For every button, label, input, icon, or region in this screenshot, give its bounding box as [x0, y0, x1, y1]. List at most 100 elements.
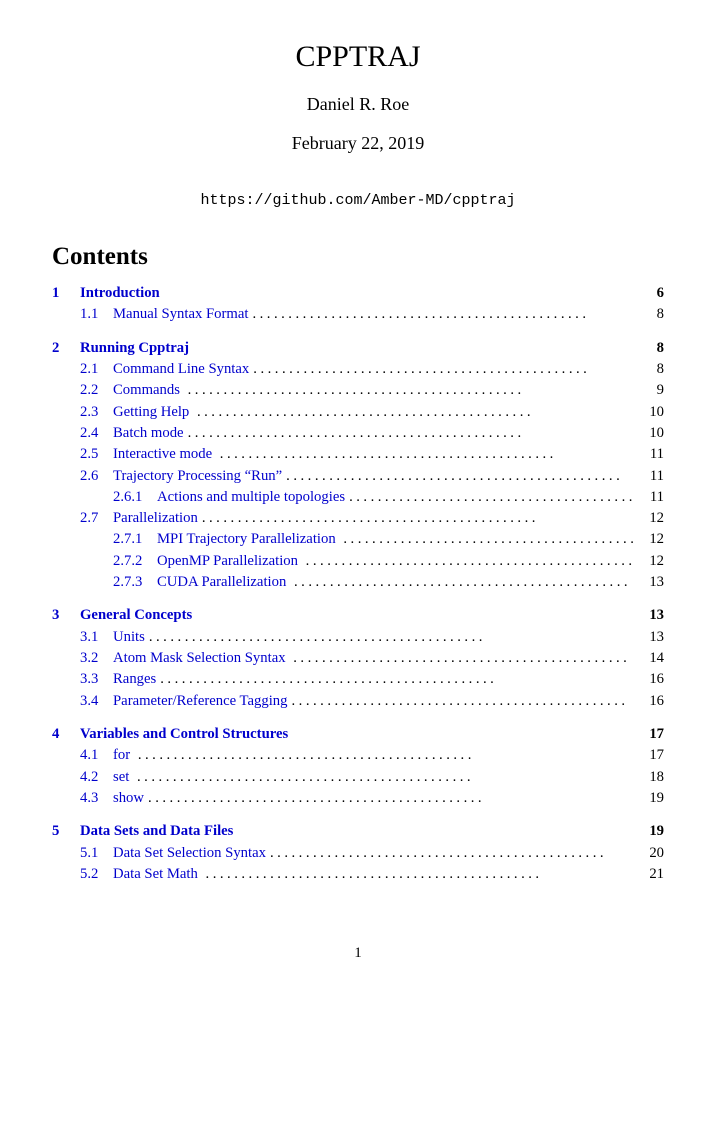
toc-page-number: 10 — [640, 423, 664, 444]
toc-page-number: 18 — [640, 767, 664, 788]
toc-page-number: 20 — [640, 843, 664, 864]
toc-chapter[interactable]: 4Variables and Control Structures17 — [52, 724, 664, 745]
toc-entry-label: Data Set Selection Syntax — [113, 843, 266, 864]
toc-entry-number: 2.7.3 — [113, 572, 157, 593]
toc-page-number: 11 — [640, 444, 664, 465]
toc-chapter-number: 5 — [52, 821, 80, 842]
toc-page-number: 8 — [640, 359, 664, 380]
toc-entry-number: 2.7 — [80, 508, 113, 529]
toc-subsection[interactable]: 2.7.2OpenMP Parallelization ............… — [52, 551, 664, 572]
toc-entry-number: 3.2 — [80, 648, 113, 669]
toc-entry-label: show — [113, 788, 144, 809]
toc-page-number: 19 — [640, 788, 664, 809]
toc-dots-leader: ........................................… — [184, 380, 636, 401]
toc-subsection[interactable]: 2.7.3CUDA Parallelization ..............… — [52, 572, 664, 593]
toc-section[interactable]: 2.3Getting Help ........................… — [52, 402, 664, 423]
toc-chapter-label: Introduction — [80, 283, 160, 304]
toc-dots-leader: ........................................… — [287, 691, 636, 712]
toc-dots-leader: ........................................… — [145, 627, 636, 648]
toc-entry-number: 4.1 — [80, 745, 113, 766]
toc-page-number: 17 — [640, 745, 664, 766]
toc-page-number: 12 — [640, 529, 664, 550]
toc-entry-number: 3.1 — [80, 627, 113, 648]
toc-dots-leader: ........................................… — [156, 669, 636, 690]
toc-chapter-number: 3 — [52, 605, 80, 626]
toc-section[interactable]: 2.5Interactive mode ....................… — [52, 444, 664, 465]
toc-dots-leader: ........................................… — [248, 304, 636, 325]
toc-entry-label: OpenMP Parallelization — [157, 551, 302, 572]
toc-chapter-label: General Concepts — [80, 605, 192, 626]
toc-section[interactable]: 3.4Parameter/Reference Tagging..........… — [52, 691, 664, 712]
toc-section[interactable]: 5.2Data Set Math .......................… — [52, 864, 664, 885]
toc-page-number: 13 — [640, 605, 664, 626]
toc-entry-number: 2.6 — [80, 466, 113, 487]
toc-section[interactable]: 3.2Atom Mask Selection Syntax ..........… — [52, 648, 664, 669]
toc-dots-leader: ........................................… — [134, 745, 636, 766]
toc-page-number: 17 — [640, 724, 664, 745]
toc-entry-number: 3.4 — [80, 691, 113, 712]
toc-entry-label: Parallelization — [113, 508, 198, 529]
toc-dots-leader: ........................................… — [184, 423, 636, 444]
toc-entry-label: Batch mode — [113, 423, 184, 444]
contents-heading: Contents — [52, 243, 664, 271]
toc-dots-leader: ........................................… — [302, 551, 636, 572]
toc-entry-number: 2.6.1 — [113, 487, 157, 508]
toc-entry-number: 2.1 — [80, 359, 113, 380]
toc-subsection[interactable]: 2.7.1MPI Trajectory Parallelization ....… — [52, 529, 664, 550]
toc-entry-label: Ranges — [113, 669, 156, 690]
toc-page-number: 21 — [640, 864, 664, 885]
toc-dots-leader: ........................................… — [193, 402, 636, 423]
toc-subsection[interactable]: 2.6.1Actions and multiple topologies....… — [52, 487, 664, 508]
toc-chapter[interactable]: 5Data Sets and Data Files19 — [52, 821, 664, 842]
toc-section[interactable]: 4.2set .................................… — [52, 767, 664, 788]
toc-dots-leader: ........................................… — [133, 767, 636, 788]
toc-dots-leader: ........................................… — [216, 444, 636, 465]
toc-chapter-number: 2 — [52, 338, 80, 359]
toc-section[interactable]: 2.6Trajectory Processing “Run”..........… — [52, 466, 664, 487]
toc-page-number: 12 — [640, 551, 664, 572]
document-page: CPPTRAJ Daniel R. Roe February 22, 2019 … — [0, 0, 716, 992]
document-title: CPPTRAJ — [52, 40, 664, 74]
toc-entry-label: Units — [113, 627, 145, 648]
toc-page-number: 16 — [640, 691, 664, 712]
toc-section[interactable]: 5.1Data Set Selection Syntax............… — [52, 843, 664, 864]
toc-chapter[interactable]: 3General Concepts 13 — [52, 605, 664, 626]
toc-page-number: 8 — [640, 304, 664, 325]
toc-dots-leader: ........................................… — [289, 648, 636, 669]
toc-entry-number: 4.2 — [80, 767, 113, 788]
toc-chapter[interactable]: 2Running Cpptraj8 — [52, 338, 664, 359]
toc-entry-label: Parameter/Reference Tagging — [113, 691, 287, 712]
toc-page-number: 12 — [640, 508, 664, 529]
toc-entry-number: 2.3 — [80, 402, 113, 423]
toc-chapter-label: Data Sets and Data Files — [80, 821, 233, 842]
toc-entry-label: MPI Trajectory Parallelization — [157, 529, 339, 550]
toc-section[interactable]: 2.1Command Line Syntax..................… — [52, 359, 664, 380]
page-number: 1 — [52, 945, 664, 962]
toc-dots-leader: ........................................… — [339, 529, 636, 550]
toc-page-number: 13 — [640, 627, 664, 648]
toc-section[interactable]: 1.1Manual Syntax Format.................… — [52, 304, 664, 325]
toc-section[interactable]: 4.3show.................................… — [52, 788, 664, 809]
toc-dots-leader: ........................................… — [345, 487, 636, 508]
toc-entry-label: Actions and multiple topologies — [157, 487, 345, 508]
toc-entry-number: 2.4 — [80, 423, 113, 444]
toc-section[interactable]: 4.1for .................................… — [52, 745, 664, 766]
toc-entry-label: Getting Help — [113, 402, 193, 423]
toc-section[interactable]: 3.3Ranges...............................… — [52, 669, 664, 690]
toc-dots-leader: ........................................… — [202, 864, 636, 885]
toc-section[interactable]: 2.4Batch mode...........................… — [52, 423, 664, 444]
toc-dots-leader: ........................................… — [282, 466, 636, 487]
toc-entry-number: 5.1 — [80, 843, 113, 864]
toc-section[interactable]: 2.2Commands ............................… — [52, 380, 664, 401]
toc-entry-label: Trajectory Processing “Run” — [113, 466, 282, 487]
table-of-contents: 1Introduction61.1Manual Syntax Format...… — [52, 283, 664, 885]
toc-entry-label: Interactive mode — [113, 444, 216, 465]
toc-page-number: 9 — [640, 380, 664, 401]
toc-dots-leader: ........................................… — [198, 508, 636, 529]
toc-entry-number: 1.1 — [80, 304, 113, 325]
toc-entry-label: Manual Syntax Format — [113, 304, 248, 325]
toc-chapter[interactable]: 1Introduction6 — [52, 283, 664, 304]
toc-page-number: 8 — [640, 338, 664, 359]
toc-section[interactable]: 3.1Units................................… — [52, 627, 664, 648]
toc-section[interactable]: 2.7Parallelization......................… — [52, 508, 664, 529]
